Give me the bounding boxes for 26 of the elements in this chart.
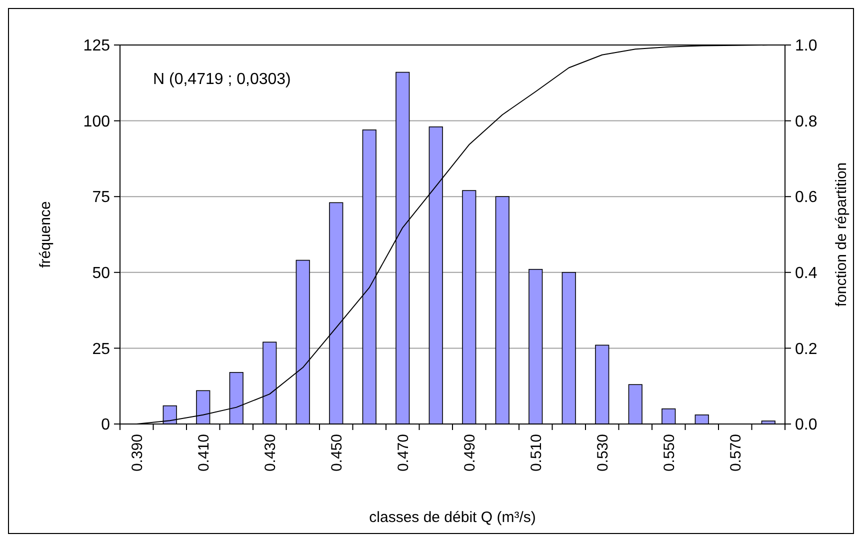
x-tick-label: 0.430 <box>262 434 279 472</box>
x-tick-label: 0.570 <box>727 434 744 472</box>
y2-axis-title: fonction de répartition <box>833 162 850 307</box>
x-tick-label: 0.510 <box>528 434 545 472</box>
y-tick-label: 75 <box>92 189 110 206</box>
y-tick-label: 50 <box>92 265 110 282</box>
x-axis-title: classes de débit Q (m³/s) <box>369 509 536 526</box>
y-tick-label: 25 <box>92 340 110 358</box>
y-tick-label: 100 <box>83 113 110 130</box>
x-tick-label: 0.470 <box>394 434 412 472</box>
y2-tick-label: 0.4 <box>795 265 818 282</box>
x-tick-label: 0.490 <box>461 434 478 472</box>
y2-tick-label: 0.6 <box>795 189 818 206</box>
y2-tick-label: 0.0 <box>795 416 818 434</box>
y-tick-label: 0 <box>101 416 110 434</box>
y2-tick-label: 1.0 <box>795 38 818 55</box>
x-tick-label: 0.390 <box>128 434 146 472</box>
x-tick-label: 0.410 <box>195 434 212 472</box>
y2-tick-label: 0.2 <box>795 340 818 358</box>
y2-tick-label: 0.8 <box>795 113 818 130</box>
x-tick-label: 0.550 <box>660 434 678 472</box>
y-tick-label: 125 <box>83 38 110 55</box>
y-axis-title: fréquence <box>37 201 54 268</box>
annotation: N (0,4719 ; 0,0303) <box>153 71 291 88</box>
x-tick-label: 0.450 <box>328 434 346 472</box>
x-tick-label: 0.530 <box>594 434 612 472</box>
